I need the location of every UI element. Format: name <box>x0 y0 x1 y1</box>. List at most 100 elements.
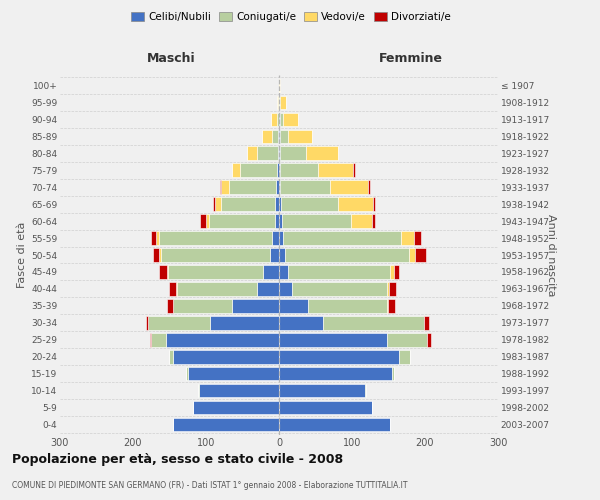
Bar <box>221 180 229 194</box>
Bar <box>169 350 173 364</box>
Bar <box>280 180 330 194</box>
Bar <box>280 146 306 160</box>
Bar <box>330 180 368 194</box>
Bar <box>308 300 387 312</box>
Bar <box>353 164 355 176</box>
Bar <box>232 164 241 176</box>
Bar <box>166 334 279 346</box>
Bar <box>188 367 279 380</box>
Bar <box>373 198 374 210</box>
Bar <box>288 266 390 278</box>
Bar <box>279 384 365 398</box>
Bar <box>389 282 396 296</box>
Text: Maschi: Maschi <box>146 52 196 65</box>
Bar <box>390 266 394 278</box>
Bar <box>214 198 215 210</box>
Bar <box>392 367 394 380</box>
Bar <box>279 112 280 126</box>
Bar <box>173 418 279 432</box>
Bar <box>279 146 280 160</box>
Bar <box>161 248 270 262</box>
Bar <box>368 180 370 194</box>
Bar <box>198 384 199 398</box>
Bar <box>387 300 388 312</box>
Bar <box>159 266 167 278</box>
Bar <box>270 248 279 262</box>
Bar <box>279 78 280 92</box>
Bar <box>169 282 176 296</box>
Bar <box>409 248 415 262</box>
Bar <box>275 198 279 210</box>
Bar <box>292 282 387 296</box>
Bar <box>277 112 279 126</box>
Text: Popolazione per età, sesso e stato civile - 2008: Popolazione per età, sesso e stato civil… <box>12 452 343 466</box>
Bar <box>319 164 353 176</box>
Bar <box>168 266 263 278</box>
Bar <box>186 367 188 380</box>
Bar <box>323 316 424 330</box>
Bar <box>280 96 286 109</box>
Bar <box>279 401 373 414</box>
Bar <box>387 334 427 346</box>
Bar <box>394 266 400 278</box>
Bar <box>388 300 395 312</box>
Text: COMUNE DI PIEDIMONTE SAN GERMANO (FR) - Dati ISTAT 1° gennaio 2008 - Elaborazion: COMUNE DI PIEDIMONTE SAN GERMANO (FR) - … <box>12 480 407 490</box>
Bar <box>427 334 431 346</box>
Bar <box>285 248 409 262</box>
Bar <box>279 164 280 176</box>
Bar <box>220 180 221 194</box>
Bar <box>387 282 389 296</box>
Legend: Celibi/Nubili, Coniugati/e, Vedovi/e, Divorziati/e: Celibi/Nubili, Coniugati/e, Vedovi/e, Di… <box>127 8 455 26</box>
Bar <box>279 232 283 244</box>
Text: Femmine: Femmine <box>379 52 443 65</box>
Bar <box>150 334 151 346</box>
Bar <box>283 232 401 244</box>
Bar <box>279 214 282 228</box>
Bar <box>173 300 232 312</box>
Bar <box>279 180 280 194</box>
Bar <box>209 316 279 330</box>
Bar <box>288 130 312 143</box>
Bar <box>276 180 279 194</box>
Bar <box>229 180 276 194</box>
Bar <box>281 198 338 210</box>
Bar <box>365 384 366 398</box>
Bar <box>148 316 209 330</box>
Bar <box>146 316 148 330</box>
Bar <box>263 266 279 278</box>
Bar <box>173 350 279 364</box>
Bar <box>278 130 279 143</box>
Bar <box>151 334 166 346</box>
Bar <box>277 96 278 109</box>
Bar <box>176 282 177 296</box>
Bar <box>159 248 161 262</box>
Bar <box>232 300 279 312</box>
Bar <box>279 96 280 109</box>
Bar <box>279 248 285 262</box>
Bar <box>279 350 400 364</box>
Bar <box>257 282 279 296</box>
Bar <box>414 232 421 244</box>
Bar <box>279 418 390 432</box>
Bar <box>282 214 351 228</box>
Bar <box>271 112 277 126</box>
Bar <box>279 300 308 312</box>
Bar <box>157 232 158 244</box>
Bar <box>424 316 430 330</box>
Bar <box>158 232 272 244</box>
Bar <box>257 146 278 160</box>
Bar <box>275 214 279 228</box>
Bar <box>279 334 387 346</box>
Bar <box>280 164 319 176</box>
Y-axis label: Anni di nascita: Anni di nascita <box>545 214 556 296</box>
Bar <box>279 130 280 143</box>
Bar <box>151 232 157 244</box>
Bar <box>401 232 414 244</box>
Bar <box>221 198 275 210</box>
Bar <box>278 146 279 160</box>
Bar <box>280 112 283 126</box>
Bar <box>415 248 426 262</box>
Bar <box>167 266 168 278</box>
Bar <box>241 164 277 176</box>
Bar <box>193 401 279 414</box>
